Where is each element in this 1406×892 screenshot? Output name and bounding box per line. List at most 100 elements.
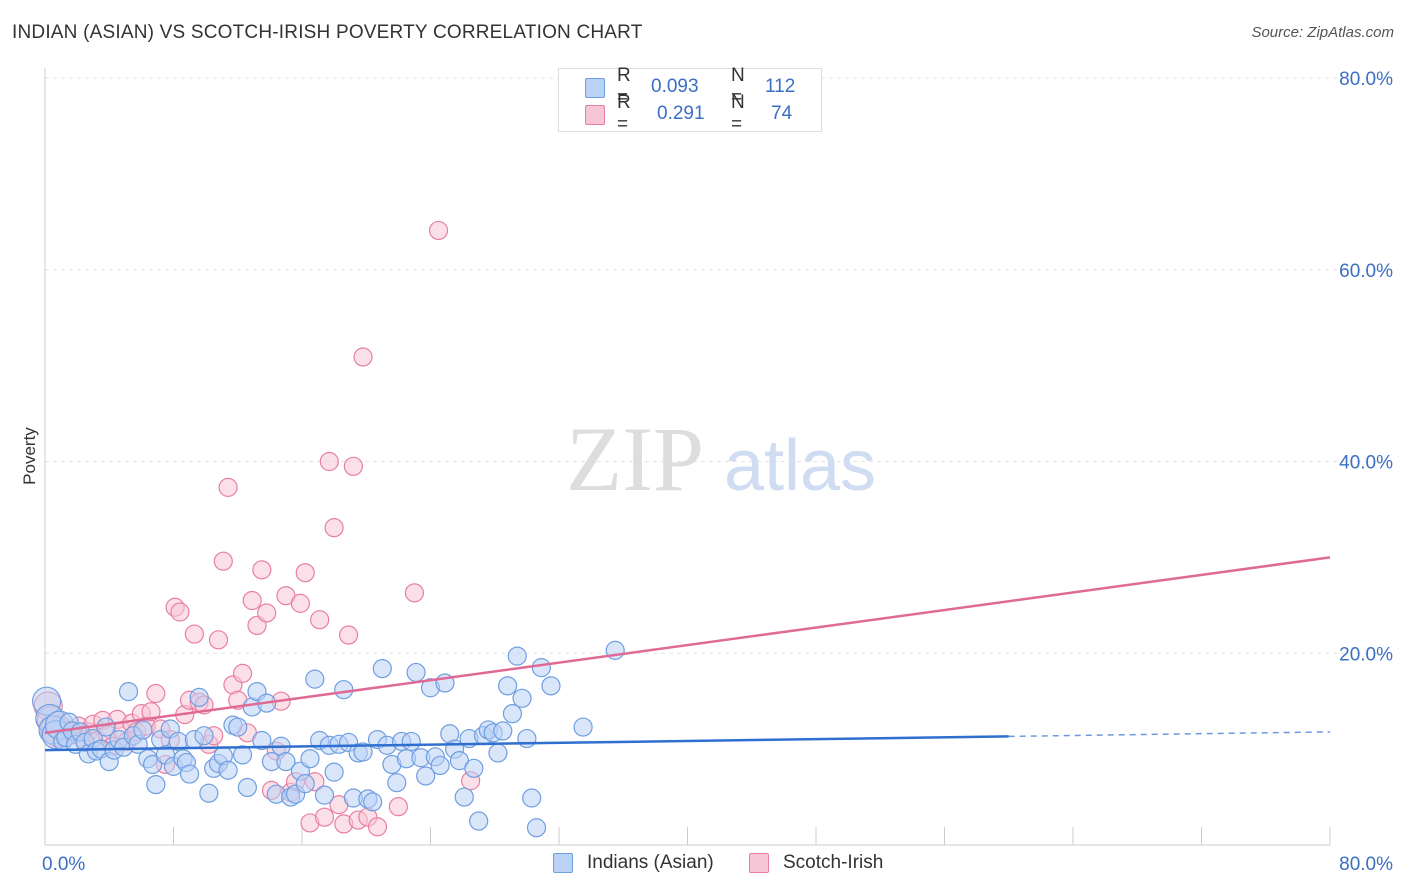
indians-asian-point	[118, 681, 139, 702]
x-tick-label-min: 0.0%	[42, 854, 85, 875]
legend-label-scotch-irish: Scotch-Irish	[783, 852, 884, 873]
stats-r-label: R =	[617, 92, 631, 135]
indians-asian-point	[133, 720, 153, 740]
legend-item-scotch-irish: Scotch-Irish	[749, 852, 883, 874]
stats-swatch-pink	[585, 105, 605, 125]
watermark: ZIP atlas	[566, 408, 876, 510]
legend-swatch-pink	[749, 853, 769, 873]
stats-n-value: 74	[771, 103, 793, 124]
watermark-zip: ZIP	[566, 408, 704, 510]
scotch-irish-point	[290, 593, 310, 613]
scotch-irish-trend-line	[44, 556, 1331, 735]
scotch-irish-point	[208, 630, 229, 650]
indians-asian-point	[531, 658, 551, 678]
scotch-irish-point	[232, 663, 253, 683]
scotch-irish-point	[319, 451, 339, 472]
indians-asian-point	[469, 811, 489, 831]
legend-item-indians: Indians (Asian)	[553, 852, 714, 874]
indians-asian-point	[488, 743, 508, 763]
scotch-irish-point	[343, 456, 363, 476]
indians-asian-point	[526, 818, 547, 838]
scotch-irish-point	[353, 347, 373, 367]
indians-asian-point	[143, 754, 163, 775]
indians-asian-point	[454, 787, 474, 807]
scotch-irish-point	[314, 807, 335, 827]
scotch-irish-point	[404, 583, 425, 603]
scotch-irish-point	[388, 797, 408, 817]
indians-asian-trend-extension	[1008, 731, 1331, 738]
indians-asian-point	[324, 762, 344, 782]
scotch-irish-point	[141, 702, 161, 722]
indians-asian-point	[353, 742, 373, 762]
scotch-irish-point	[146, 683, 166, 704]
scotch-irish-point	[184, 624, 204, 644]
indians-asian-point	[416, 766, 436, 786]
indians-asian-point	[228, 717, 248, 737]
indians-asian-point	[194, 726, 214, 746]
source-label: Source: ZipAtlas.com	[1251, 24, 1394, 41]
stats-n-label: N =	[731, 65, 745, 108]
indians-asian-point	[464, 758, 484, 778]
indians-asian-point	[199, 783, 219, 803]
watermark-atlas: atlas	[724, 426, 876, 506]
indians-asian-point	[406, 662, 426, 683]
scotch-irish-point	[252, 560, 272, 580]
x-tick-label-max: 80.0%	[1339, 854, 1393, 875]
indians-asian-point	[252, 730, 272, 751]
indians-asian-point	[295, 774, 315, 794]
indians-asian-point	[517, 728, 537, 749]
stats-r-label: R =	[617, 65, 631, 108]
indians-asian-point	[493, 721, 513, 741]
indians-asian-point	[430, 755, 450, 776]
indians-asian-point	[218, 760, 238, 780]
y-tick-label: 40.0%	[1339, 453, 1393, 474]
indians-asian-points	[32, 640, 625, 838]
scotch-irish-point	[213, 551, 233, 571]
scotch-irish-point	[295, 563, 315, 583]
legend-label-indians: Indians (Asian)	[587, 852, 714, 873]
y-tick-labels: 20.0% 40.0% 60.0% 80.0%	[1339, 69, 1393, 665]
chart-title: INDIAN (ASIAN) VS SCOTCH-IRISH POVERTY C…	[12, 22, 643, 43]
scotch-irish-point	[367, 817, 388, 837]
indians-asian-point	[237, 777, 257, 798]
indians-asian-trend-line	[44, 735, 1009, 752]
indians-asian-point	[541, 676, 561, 696]
stats-r-value: 0.093	[651, 76, 699, 97]
stats-n-label: N =	[731, 92, 745, 135]
indians-asian-point	[401, 731, 421, 752]
indians-asian-point	[96, 717, 116, 737]
scotch-irish-point	[257, 603, 277, 623]
indians-asian-point	[179, 764, 200, 784]
indians-asian-point	[502, 704, 523, 724]
indians-asian-point	[498, 676, 518, 696]
indians-asian-point	[507, 646, 527, 666]
y-tick-label: 20.0%	[1339, 644, 1393, 665]
indians-asian-point	[189, 687, 209, 707]
x-tick-labels: 0.0% 80.0%	[42, 854, 1393, 875]
indians-asian-point	[314, 785, 335, 805]
scotch-irish-point	[170, 602, 190, 622]
y-tick-label: 60.0%	[1339, 261, 1393, 282]
indians-asian-point	[232, 745, 253, 765]
trend-lines	[44, 556, 1331, 752]
stats-box: R = 0.093 N = 112 R = 0.291 N = 74	[558, 65, 822, 135]
scotch-irish-point	[218, 477, 238, 497]
indians-asian-point	[372, 658, 392, 679]
indians-asian-point	[305, 669, 325, 689]
indians-asian-point	[276, 751, 296, 772]
scotch-irish-point	[310, 610, 330, 630]
stats-swatch-blue	[585, 78, 605, 98]
legend: Indians (Asian) Scotch-Irish	[0, 850, 1406, 880]
indians-asian-point	[522, 788, 542, 808]
scotch-irish-point	[338, 625, 359, 645]
indians-asian-point	[573, 717, 593, 737]
legend-swatch-blue	[553, 853, 573, 873]
scotch-irish-point	[324, 518, 344, 538]
indians-asian-point	[387, 773, 407, 793]
grid-lines	[45, 77, 1390, 654]
scotch-irish-point	[242, 590, 262, 611]
stats-n-value: 112	[765, 76, 796, 97]
indians-asian-point	[512, 688, 532, 708]
scotch-irish-point	[428, 220, 449, 241]
